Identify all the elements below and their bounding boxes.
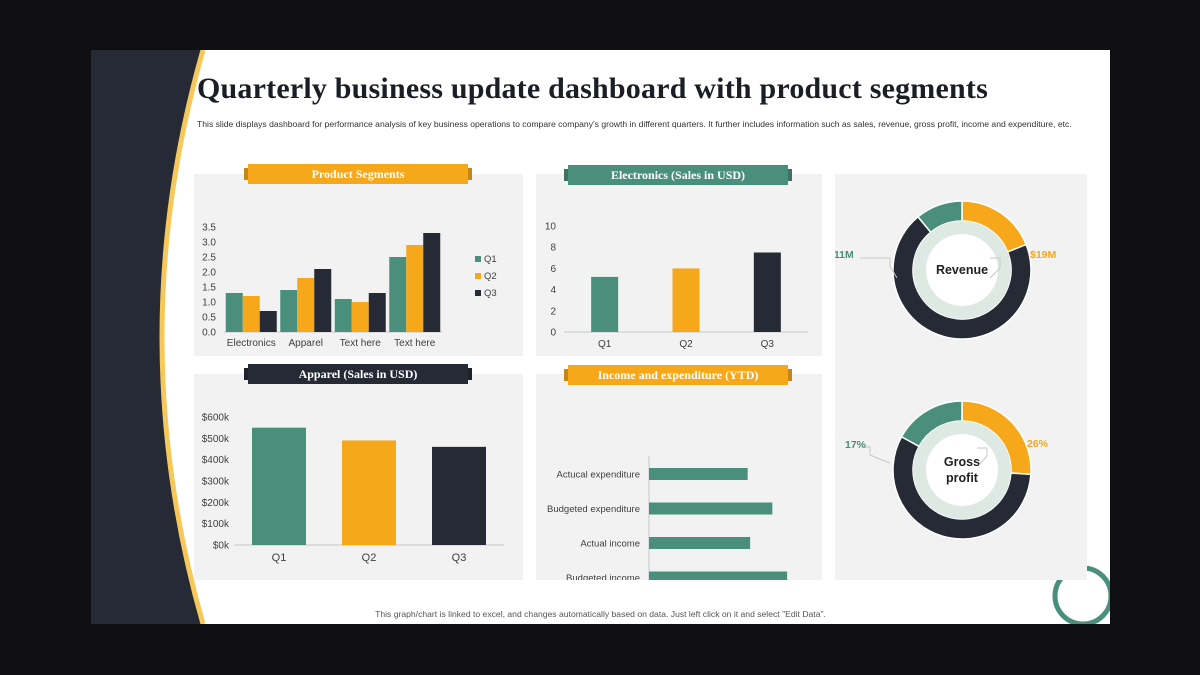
y-tick-label: Budgeted income bbox=[566, 573, 640, 580]
legend-swatch bbox=[475, 273, 481, 279]
donut-center-label: profit bbox=[946, 471, 979, 485]
bar bbox=[351, 302, 369, 332]
donut-center bbox=[926, 234, 998, 306]
bar bbox=[259, 311, 277, 332]
legend-label: Q2 bbox=[484, 271, 497, 282]
y-tick-label: 4 bbox=[550, 285, 556, 296]
x-tick-label: Text here bbox=[340, 338, 382, 349]
y-tick-label: 2 bbox=[550, 306, 556, 317]
chart-electronics: 0 2 4 6 8 10 Q1 Q2 Q3 bbox=[545, 222, 808, 350]
bar bbox=[432, 446, 486, 545]
y-tick-label: 1.5 bbox=[202, 283, 216, 294]
bar bbox=[389, 257, 407, 332]
bar bbox=[649, 502, 773, 515]
y-tick-label: $600k bbox=[202, 413, 230, 424]
chart-revenue: Revenue$19M$70M$11M bbox=[835, 200, 1057, 340]
bar bbox=[297, 278, 315, 332]
donut-center bbox=[926, 434, 998, 506]
leader-line bbox=[977, 447, 988, 466]
x-tick-label: Q2 bbox=[362, 552, 377, 564]
bar bbox=[280, 290, 298, 332]
y-tick-label: 3.0 bbox=[202, 238, 216, 249]
x-tick-label: Apparel bbox=[289, 338, 323, 349]
leader-line bbox=[860, 257, 898, 279]
bar bbox=[423, 233, 441, 332]
y-tick-label: $300k bbox=[202, 477, 230, 488]
y-tick-label: Actual income bbox=[580, 539, 640, 550]
x-tick-label: Q1 bbox=[272, 552, 287, 564]
y-tick-label: 2.5 bbox=[202, 253, 216, 264]
data-label: 26% bbox=[1027, 438, 1049, 450]
chart-product-segments: 0.0 0.5 1.0 1.5 2.0 2.5 3.0 3.5 Electronics Appar… bbox=[202, 223, 497, 350]
x-tick-label: Q1 bbox=[598, 339, 612, 350]
y-tick-label: 3.5 bbox=[202, 223, 216, 234]
chart-apparel: $0k $100k $200k $300k $400k $500k $600k Q1 Q2 Q3 bbox=[202, 413, 504, 564]
bar bbox=[649, 468, 748, 480]
legend-swatch bbox=[475, 290, 481, 296]
bar bbox=[406, 245, 424, 332]
bar bbox=[368, 293, 386, 332]
y-tick-label: 6 bbox=[550, 264, 556, 275]
bar bbox=[242, 296, 260, 332]
y-tick-label: 0 bbox=[550, 328, 556, 339]
bar bbox=[649, 537, 751, 549]
y-tick-label: 2.0 bbox=[202, 268, 216, 279]
x-tick-label: Text here bbox=[394, 338, 436, 349]
leader-line bbox=[861, 446, 891, 464]
legend-label: Q3 bbox=[484, 288, 497, 299]
bar bbox=[225, 293, 243, 332]
footer-note: This graph/chart is linked to excel, and… bbox=[375, 609, 826, 619]
bar bbox=[334, 299, 352, 332]
y-tick-label: 0.5 bbox=[202, 313, 216, 324]
bar bbox=[672, 268, 700, 332]
y-tick-label: 10 bbox=[545, 222, 557, 233]
y-tick-label: $100k bbox=[202, 519, 230, 530]
y-tick-label: $500k bbox=[202, 434, 230, 445]
slide: Quarterly business update dashboard with… bbox=[91, 50, 1110, 624]
bar bbox=[342, 440, 396, 545]
x-tick-label: Q3 bbox=[761, 339, 775, 350]
data-label: 17% bbox=[845, 439, 867, 451]
donut-center-label: Revenue bbox=[936, 263, 988, 277]
data-label: $19M bbox=[1030, 249, 1057, 261]
legend-swatch bbox=[475, 256, 481, 262]
bar bbox=[591, 276, 619, 332]
page-description: This slide displays dashboard for perfor… bbox=[197, 119, 1072, 129]
y-tick-label: Actucal expenditure bbox=[557, 470, 640, 481]
y-tick-label: 8 bbox=[550, 243, 556, 254]
ribbon-apparel: Apparel (Sales in USD) bbox=[248, 364, 468, 384]
x-tick-label: Electronics bbox=[227, 338, 276, 349]
ribbon-electronics: Electronics (Sales in USD) bbox=[568, 165, 788, 185]
bar bbox=[314, 269, 332, 332]
y-tick-label: $200k bbox=[202, 498, 230, 509]
bar bbox=[753, 252, 781, 332]
y-tick-label: 1.0 bbox=[202, 298, 216, 309]
x-tick-label: Q3 bbox=[452, 552, 467, 564]
y-tick-label: Budgeted expenditure bbox=[547, 504, 640, 515]
y-tick-label: 0.0 bbox=[202, 328, 216, 339]
bar bbox=[649, 571, 788, 580]
ribbon-product-segments: Product Segments bbox=[248, 164, 468, 184]
donut-center-label: Gross bbox=[944, 455, 980, 469]
page-title: Quarterly business update dashboard with… bbox=[197, 72, 988, 105]
y-tick-label: $400k bbox=[202, 455, 230, 466]
ribbon-income-expenditure: Income and expenditure (YTD) bbox=[568, 365, 788, 385]
y-tick-label: $0k bbox=[213, 541, 230, 552]
x-tick-label: Q2 bbox=[679, 339, 693, 350]
bar bbox=[252, 427, 306, 545]
legend-label: Q1 bbox=[484, 254, 497, 265]
leader-line bbox=[989, 257, 1001, 279]
chart-income-expenditure: Actucal expenditure Budgeted expenditure A… bbox=[547, 456, 788, 580]
data-label: $11M bbox=[835, 249, 854, 261]
